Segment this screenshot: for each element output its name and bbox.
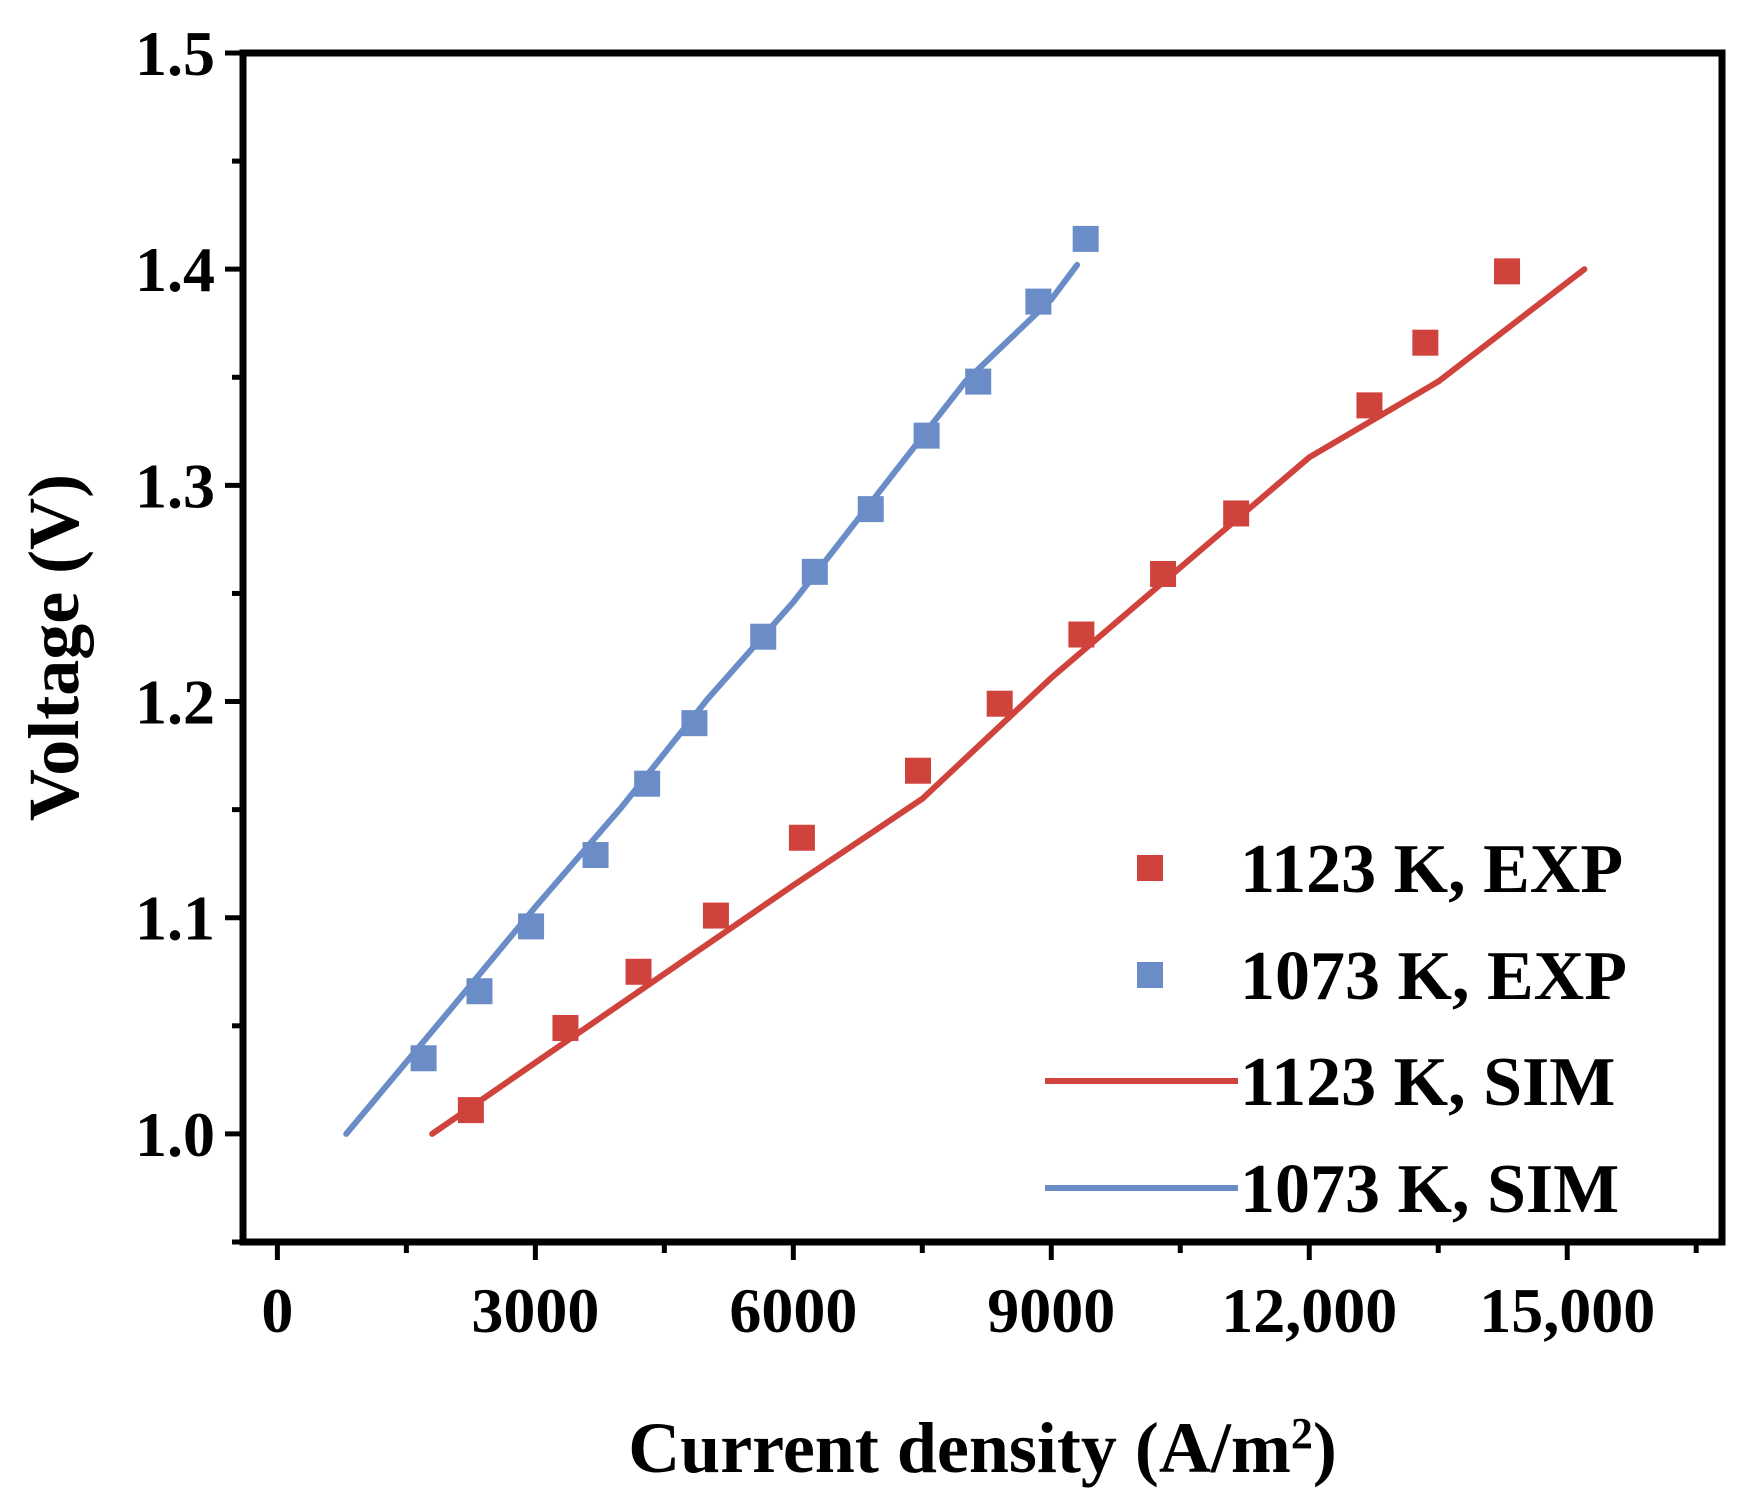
point-1073-k-exp-11	[1025, 288, 1052, 315]
x-tick-label-0: 0	[261, 1275, 293, 1346]
y-tick-label-5: 1.5	[135, 18, 215, 89]
point-1073-k-exp-7	[801, 558, 828, 585]
series-line-1123-k-sim	[429, 266, 1588, 1137]
point-1123-k-exp-12	[1494, 258, 1521, 285]
point-1073-k-exp-5	[681, 710, 708, 737]
experimental-points	[410, 225, 1521, 1124]
point-1123-k-exp-3	[702, 902, 729, 929]
point-1123-k-exp-0	[457, 1097, 484, 1124]
series-line-1073-k-sim	[343, 261, 1081, 1137]
point-1073-k-exp-1	[466, 978, 493, 1005]
series-points-1073-k-exp	[410, 225, 1099, 1072]
x-tick-label-3: 9000	[987, 1275, 1115, 1346]
x-tick-label-2: 6000	[729, 1275, 857, 1346]
plot-frame	[239, 49, 1726, 1246]
y-axis-title: Voltage (V)	[14, 474, 94, 821]
x-axis-title: Current density (A/m2)	[628, 1408, 1337, 1488]
point-1073-k-exp-0	[410, 1045, 437, 1072]
legend-marker-1123-k-exp	[1137, 855, 1163, 881]
point-1123-k-exp-6	[986, 690, 1013, 717]
point-1123-k-exp-7	[1068, 621, 1095, 648]
legend-marker-1073-k-exp	[1137, 962, 1163, 988]
point-1123-k-exp-9	[1223, 500, 1250, 527]
simulation-lines	[343, 261, 1588, 1137]
point-1123-k-exp-4	[788, 824, 815, 851]
y-tick-label-1: 1.1	[135, 883, 215, 954]
x-tick-label-1: 3000	[471, 1275, 599, 1346]
legend-label-1073-k-exp: 1073 K, EXP	[1240, 938, 1627, 1015]
point-1123-k-exp-11	[1412, 329, 1439, 356]
point-1073-k-exp-6	[750, 623, 777, 650]
legend: 1123 K, EXP 1073 K, EXP 1123 K, SIM 1073 K,…	[1045, 831, 1627, 1228]
point-1073-k-exp-10	[965, 368, 992, 395]
point-1073-k-exp-12	[1072, 225, 1099, 252]
x-tick-label-4: 12,000	[1221, 1275, 1397, 1346]
point-1123-k-exp-5	[905, 757, 932, 784]
y-tick-label-0: 1.0	[135, 1099, 215, 1170]
point-1123-k-exp-8	[1150, 560, 1177, 587]
point-1073-k-exp-9	[913, 422, 940, 449]
point-1073-k-exp-3	[582, 842, 609, 869]
y-axis: 1.0 1.1 1.2 1.3 1.4 1.5	[135, 18, 243, 1245]
point-1123-k-exp-10	[1356, 392, 1383, 419]
series-points-1123-k-exp	[457, 258, 1521, 1124]
x-tick-label-5: 15,000	[1479, 1275, 1655, 1346]
legend-label-1123-k-exp: 1123 K, EXP	[1240, 831, 1623, 908]
legend-label-1073-k-sim: 1073 K, SIM	[1240, 1151, 1619, 1228]
point-1073-k-exp-4	[634, 770, 661, 797]
point-1073-k-exp-2	[518, 913, 545, 940]
y-tick-label-2: 1.2	[135, 667, 215, 738]
plot-area	[239, 49, 1726, 1246]
point-1073-k-exp-8	[857, 496, 884, 523]
x-axis: 0 3000 6000 9000 12,000 15,000	[261, 1242, 1699, 1346]
y-tick-label-3: 1.3	[135, 450, 215, 521]
legend-label-1123-k-sim: 1123 K, SIM	[1240, 1044, 1615, 1121]
y-tick-label-4: 1.4	[135, 234, 215, 305]
point-1123-k-exp-2	[625, 958, 652, 985]
point-1123-k-exp-1	[552, 1014, 579, 1041]
